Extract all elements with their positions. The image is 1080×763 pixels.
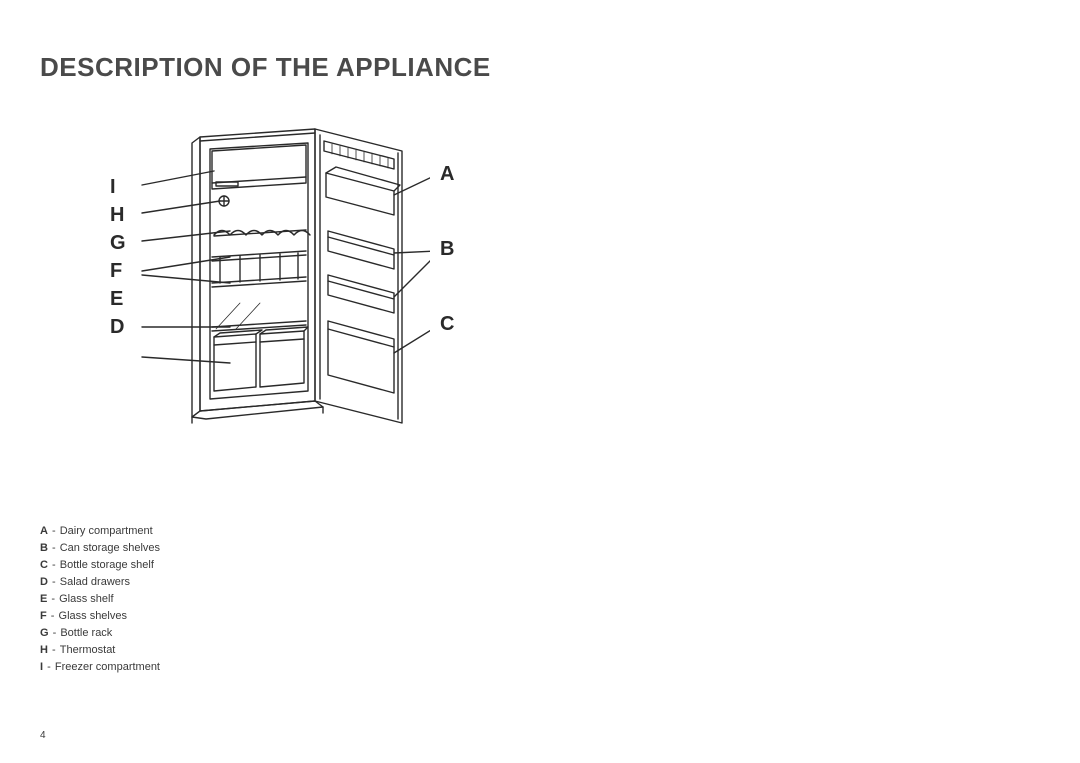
fridge-icon [140, 123, 430, 443]
legend-label: Bottle rack [60, 627, 112, 639]
label-a: A [440, 163, 454, 186]
label-e: E [110, 289, 126, 309]
legend-label: Dairy compartment [60, 525, 153, 537]
legend-key: C [40, 559, 48, 571]
legend-item: D - Salad drawers [40, 574, 1040, 591]
legend-label: Glass shelves [59, 610, 127, 622]
legend-item: A - Dairy compartment [40, 523, 1040, 540]
legend-list: A - Dairy compartment B - Can storage sh… [40, 523, 1040, 676]
label-d: D [110, 317, 126, 337]
appliance-diagram: I H G F E D [110, 143, 630, 463]
label-h: H [110, 205, 126, 225]
manual-page: DESCRIPTION OF THE APPLIANCE I H G F E D [0, 0, 1080, 763]
legend-key: G [40, 627, 49, 639]
legend-item: I - Freezer compartment [40, 659, 1040, 676]
legend-item: G - Bottle rack [40, 625, 1040, 642]
label-b: B [440, 238, 454, 261]
label-c: C [440, 313, 454, 336]
legend-item: H - Thermostat [40, 642, 1040, 659]
label-g: G [110, 233, 126, 253]
page-title: DESCRIPTION OF THE APPLIANCE [40, 52, 1040, 83]
page-number: 4 [40, 730, 46, 741]
diagram-right-labels: A B C [440, 163, 454, 388]
legend-item: E - Glass shelf [40, 591, 1040, 608]
legend-label: Salad drawers [60, 576, 130, 588]
legend-label: Glass shelf [59, 593, 113, 605]
legend-item: C - Bottle storage shelf [40, 557, 1040, 574]
legend-label: Freezer compartment [55, 661, 160, 673]
legend-key: D [40, 576, 48, 588]
legend-label: Thermostat [60, 644, 116, 656]
legend-label: Can storage shelves [60, 542, 160, 554]
label-f: F [110, 261, 126, 281]
legend-item: F - Glass shelves [40, 608, 1040, 625]
legend-key: F [40, 610, 47, 622]
legend-key: B [40, 542, 48, 554]
legend-key: A [40, 525, 48, 537]
label-i: I [110, 177, 126, 197]
legend-item: B - Can storage shelves [40, 540, 1040, 557]
legend-label: Bottle storage shelf [60, 559, 154, 571]
legend-key: H [40, 644, 48, 656]
diagram-left-labels: I H G F E D [110, 177, 126, 345]
